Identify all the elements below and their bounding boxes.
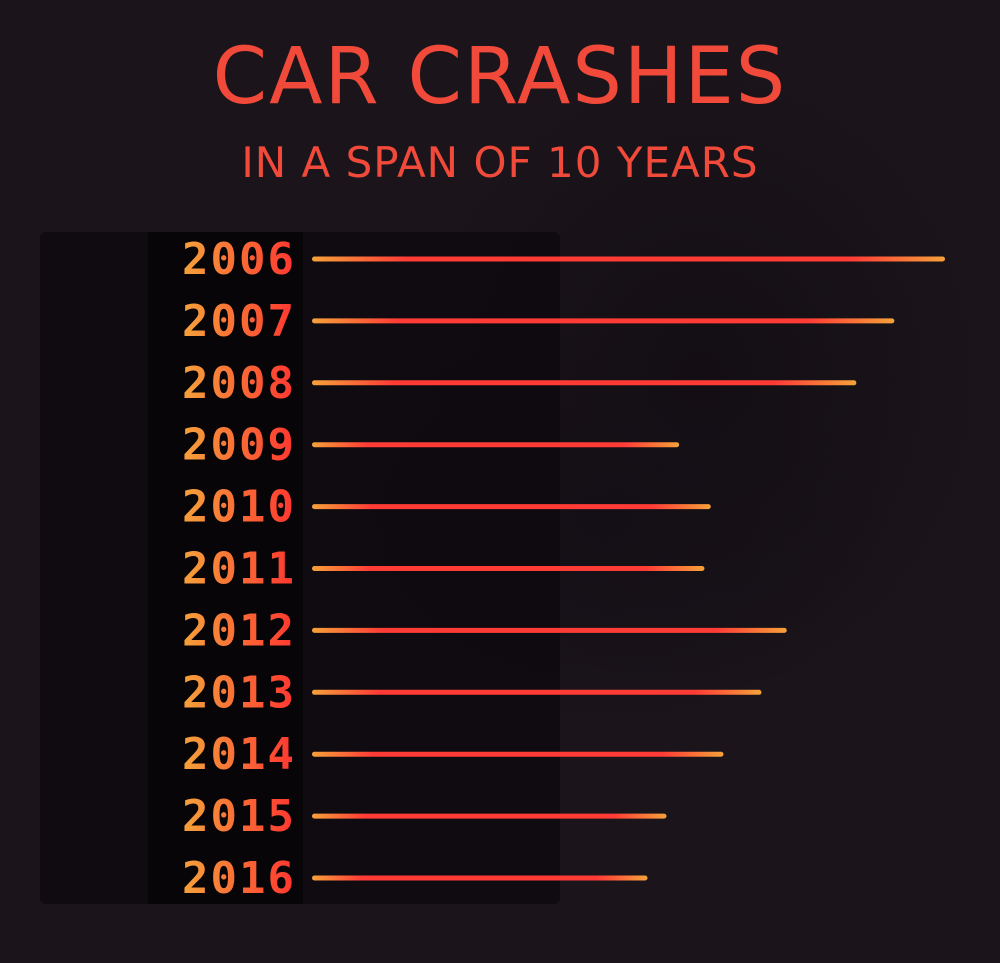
bar-2011 [312,566,705,571]
year-label-2011: 2011 [182,544,296,595]
year-label-2016: 2016 [182,853,296,904]
bar-2008 [312,380,857,386]
bars-group [312,256,945,881]
bar-2012 [312,627,787,633]
year-label-2009: 2009 [182,420,296,471]
year-label-2008: 2008 [182,358,296,409]
year-label-2013: 2013 [182,667,296,718]
bar-2007 [312,318,895,324]
year-label-2006: 2006 [182,234,296,285]
chart-subtitle: IN A SPAN OF 10 YEARS [241,138,759,187]
bar-2016 [312,875,648,881]
bar-2009 [312,442,680,448]
bar-2015 [312,813,667,819]
year-label-2007: 2007 [182,296,296,347]
bar-2013 [312,689,762,695]
bar-2006 [312,256,945,262]
bar-2014 [312,751,724,757]
year-labels-group: 2006 2007 2008 2009 2010 2011 2012 2013 2014 2015… [182,234,296,904]
year-label-2012: 2012 [182,605,296,656]
year-label-2014: 2014 [182,729,296,780]
year-label-strip [148,232,303,904]
year-label-2015: 2015 [182,791,296,842]
chart-title: CAR CRASHES [212,32,788,122]
bar-2010 [312,504,711,510]
year-label-2010: 2010 [182,482,296,533]
